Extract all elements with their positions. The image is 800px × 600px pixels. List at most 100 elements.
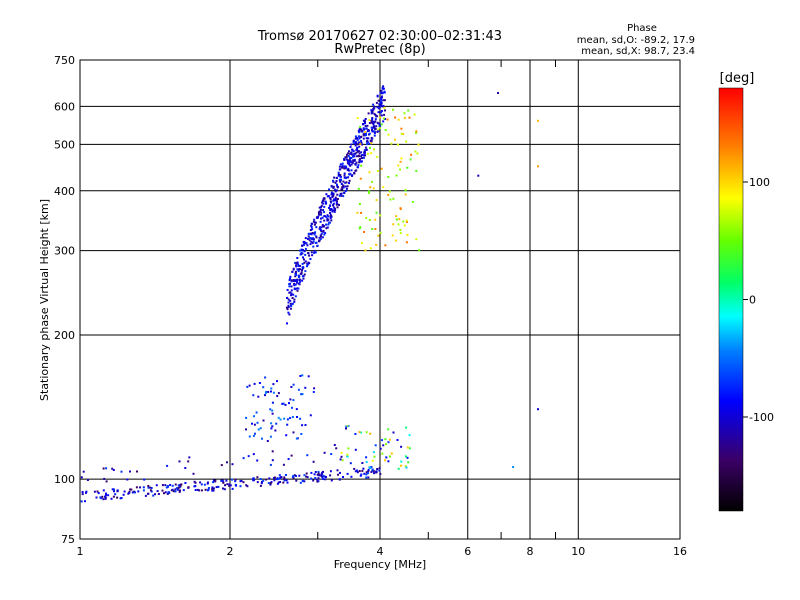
echo-point [329, 470, 332, 473]
echo-point [343, 159, 346, 161]
echo-point [392, 108, 394, 111]
echo-point [329, 209, 332, 211]
echo-point [346, 162, 349, 165]
echo-point [367, 141, 370, 144]
echo-point [301, 275, 304, 278]
echo-point [321, 216, 324, 219]
echo-point [378, 125, 381, 128]
chart-subtitle: RwPretec (8p) [334, 42, 425, 57]
echo-point [348, 150, 350, 153]
echo-point [80, 500, 83, 503]
echo-point [396, 143, 399, 146]
echo-point [165, 486, 168, 489]
echo-point [293, 288, 296, 290]
echo-point [365, 216, 368, 219]
echo-point [382, 99, 385, 102]
echo-point [368, 171, 371, 174]
echo-point [288, 313, 291, 316]
echo-point [408, 447, 411, 450]
echo-point [290, 454, 293, 457]
echo-point [345, 155, 348, 158]
echo-point [365, 127, 368, 130]
echo-point [312, 240, 315, 243]
echo-point [356, 117, 359, 119]
echo-point [299, 417, 302, 420]
echo-point [363, 120, 366, 123]
echo-point [354, 135, 357, 138]
echo-point [382, 85, 385, 88]
echo-point [112, 469, 115, 471]
echo-point [366, 130, 369, 133]
echo-point [234, 483, 237, 486]
echo-point [318, 239, 320, 242]
echo-point [292, 475, 295, 477]
echo-point [357, 135, 360, 138]
echo-point [348, 162, 350, 165]
echo-point [139, 486, 141, 489]
echo-point [330, 453, 333, 455]
echo-point [303, 250, 306, 253]
echo-point [187, 460, 190, 463]
echo-point [259, 484, 262, 487]
echo-point [266, 440, 269, 442]
echo-point [537, 119, 539, 122]
echo-point [276, 482, 279, 485]
echo-point [301, 262, 304, 265]
echo-point [375, 471, 378, 474]
echo-point [367, 470, 370, 472]
echo-point [262, 386, 265, 389]
echo-point [147, 485, 150, 487]
echo-point [306, 244, 309, 247]
echo-point [349, 159, 352, 162]
echo-point [380, 103, 383, 106]
echo-point [334, 209, 337, 212]
echo-point [276, 395, 279, 397]
echo-point [343, 165, 346, 168]
echo-point [396, 439, 399, 441]
echo-point [381, 92, 384, 94]
echo-point [368, 191, 370, 194]
echo-point [269, 483, 272, 486]
echo-point [286, 423, 289, 426]
echo-point [353, 159, 356, 162]
echo-point [354, 448, 357, 451]
echo-point [380, 123, 383, 126]
echo-point [365, 461, 368, 464]
echo-point [391, 234, 394, 237]
echo-point [368, 143, 371, 145]
echo-point [315, 236, 318, 239]
echo-point [373, 134, 376, 137]
echo-point [207, 481, 209, 484]
echo-point [211, 489, 214, 492]
echo-point [418, 249, 421, 252]
echo-point [269, 482, 272, 485]
colorbar-tick-label: 0 [749, 294, 756, 307]
colorbar-tick-label: -100 [749, 411, 774, 424]
echo-point [317, 472, 320, 475]
echo-point [295, 265, 298, 268]
echo-point [166, 464, 169, 467]
echo-point [364, 131, 367, 133]
echo-point [363, 152, 366, 155]
echo-point [334, 181, 337, 184]
echo-point [377, 129, 380, 132]
echo-point [390, 142, 393, 145]
echo-point [112, 488, 115, 491]
echo-point [343, 172, 346, 175]
echo-point [277, 392, 280, 395]
echo-point [211, 488, 214, 491]
echo-point [380, 100, 383, 103]
echo-point [287, 311, 290, 314]
echo-point [293, 300, 296, 303]
echo-point [361, 154, 364, 156]
echo-point [295, 274, 298, 276]
echo-point [387, 175, 390, 178]
echo-point [292, 383, 295, 386]
echo-point [294, 295, 297, 298]
echo-point [350, 163, 353, 166]
echo-point [301, 374, 304, 377]
echo-point [294, 261, 297, 264]
echo-point [187, 486, 190, 489]
echo-point [344, 156, 347, 159]
echo-point [366, 152, 369, 155]
